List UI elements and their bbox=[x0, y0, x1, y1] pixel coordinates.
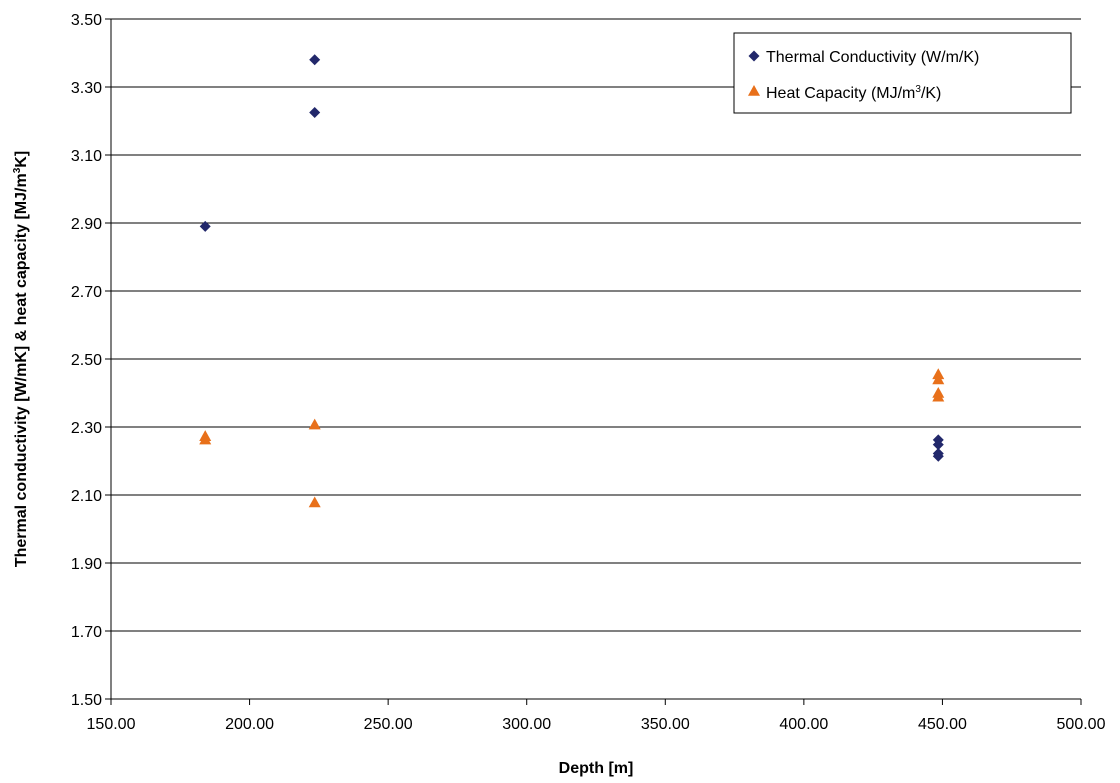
point-heat-capacity bbox=[308, 496, 321, 508]
point-heat-capacity bbox=[932, 390, 945, 402]
y-tick-label: 2.70 bbox=[71, 284, 102, 301]
point-thermal-conductivity bbox=[932, 450, 944, 462]
y-tick-label: 3.50 bbox=[71, 12, 102, 29]
point-thermal-conductivity bbox=[932, 439, 944, 451]
x-tick-label: 350.00 bbox=[641, 716, 690, 733]
x-axis-title: Depth [m] bbox=[559, 760, 634, 777]
y-axis-title-superscript: 3 bbox=[12, 167, 23, 173]
x-tick-label: 200.00 bbox=[225, 716, 274, 733]
x-tick-label: 150.00 bbox=[87, 716, 136, 733]
y-tick-label: 2.50 bbox=[71, 352, 102, 369]
y-tick-label: 3.30 bbox=[71, 80, 102, 97]
x-tick-label: 300.00 bbox=[502, 716, 551, 733]
y-tick-label: 3.10 bbox=[71, 148, 102, 165]
series-1 bbox=[199, 368, 945, 508]
point-heat-capacity bbox=[932, 373, 945, 385]
point-thermal-conductivity bbox=[309, 107, 321, 118]
legend-marker-heat-capacity bbox=[748, 85, 760, 96]
point-heat-capacity bbox=[308, 418, 321, 430]
y-tick-label: 1.90 bbox=[71, 556, 102, 573]
y-ticks: 1.50 1.70 1.90 2.10 2.30 2.50 2.70 2.90 3.10 3.30… bbox=[71, 12, 111, 709]
x-tick-label: 450.00 bbox=[918, 716, 967, 733]
legend-box bbox=[733, 32, 1072, 114]
y-tick-label: 2.10 bbox=[71, 488, 102, 505]
legend-label-heat-capacity: Heat Capacity (MJ/m3/K) bbox=[766, 84, 941, 102]
y-tick-label: 1.70 bbox=[71, 624, 102, 641]
x-ticks: 150.00 200.00 250.00 300.00 350.00 400.00 450.… bbox=[87, 699, 1106, 733]
gridlines bbox=[111, 18, 1081, 632]
legend-label-thermal-conductivity: Thermal Conductivity (W/m/K) bbox=[766, 49, 979, 66]
y-tick-label: 2.30 bbox=[71, 420, 102, 437]
series-0 bbox=[199, 54, 944, 462]
x-tick-label: 250.00 bbox=[364, 716, 413, 733]
legend-marker-thermal-conductivity bbox=[748, 50, 760, 62]
data-points bbox=[199, 54, 945, 508]
point-heat-capacity bbox=[199, 433, 212, 445]
y-tick-label: 1.50 bbox=[71, 692, 102, 709]
legend: Thermal Conductivity (W/m/K) Heat Capaci… bbox=[733, 32, 1072, 114]
x-tick-label: 400.00 bbox=[779, 716, 828, 733]
y-tick-label: 2.90 bbox=[71, 216, 102, 233]
point-thermal-conductivity bbox=[309, 54, 321, 66]
y-axis-title: Thermal conductivity [W/mK] & heat capac… bbox=[12, 151, 30, 567]
x-tick-label: 500.00 bbox=[1057, 716, 1106, 733]
y-axis-title-main: Thermal conductivity [W/mK] & heat capac… bbox=[13, 173, 30, 567]
y-axis-title-end: K] bbox=[13, 151, 30, 168]
point-thermal-conductivity bbox=[199, 220, 211, 232]
